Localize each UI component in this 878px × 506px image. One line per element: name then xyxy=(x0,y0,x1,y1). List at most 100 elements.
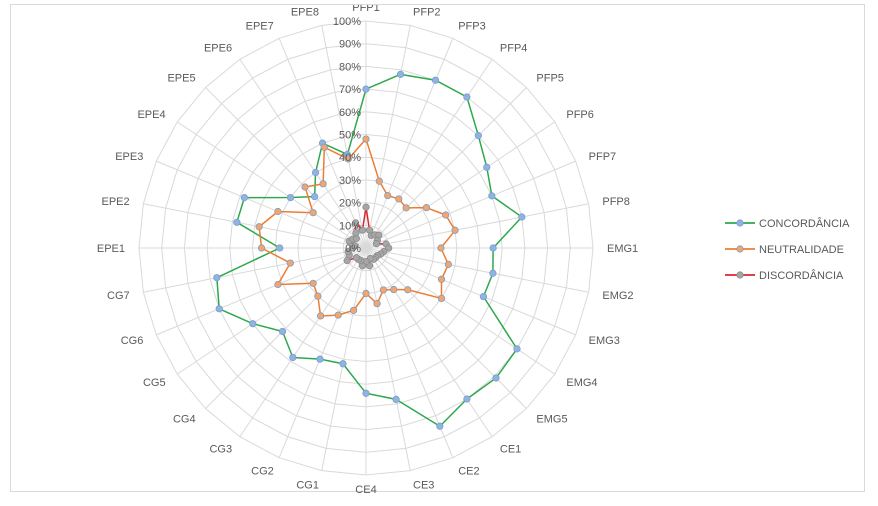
grid-spoke xyxy=(143,203,367,249)
data-point xyxy=(463,93,471,101)
data-point xyxy=(320,143,328,151)
category-label: CG4 xyxy=(173,413,196,425)
category-labels: PFP1 PFP2 PFP3 PFP4 PFP5 PFP6 PFP7 PFP8 EMG1 EMG2… xyxy=(97,5,638,493)
data-point xyxy=(309,279,317,287)
data-point xyxy=(392,395,400,403)
grid-spoke xyxy=(365,160,576,249)
category-label: PFP5 xyxy=(536,73,564,85)
category-label: EMG5 xyxy=(536,413,567,425)
grid-spoke xyxy=(365,247,527,409)
data-point xyxy=(309,209,317,217)
data-point xyxy=(316,312,325,320)
legend-item: CONCORDÂNCIA xyxy=(725,217,850,230)
category-label: EMG3 xyxy=(589,335,620,347)
category-label: CG2 xyxy=(251,466,274,478)
category-label: EMG4 xyxy=(566,377,597,389)
data-point xyxy=(301,183,309,191)
category-label: EPE6 xyxy=(204,43,232,55)
category-label: EPE3 xyxy=(115,151,143,163)
category-label: CE4 xyxy=(355,484,376,493)
category-label: PFP4 xyxy=(500,43,528,55)
legend-label: NEUTRALIDADE xyxy=(759,244,844,256)
category-label: CG5 xyxy=(143,377,166,389)
grid-spoke xyxy=(365,247,589,293)
data-point xyxy=(257,244,266,252)
category-label: EMG1 xyxy=(607,243,638,255)
category-label: PFP8 xyxy=(602,196,630,208)
data-point xyxy=(437,244,445,252)
category-label: EPE8 xyxy=(291,7,319,19)
radar-series xyxy=(213,70,526,430)
data-point xyxy=(358,226,367,234)
grid-spoke xyxy=(321,25,367,249)
data-point xyxy=(402,204,410,212)
data-point xyxy=(442,211,450,219)
data-point xyxy=(362,289,370,297)
data-point xyxy=(362,389,370,397)
category-label: CG6 xyxy=(121,335,144,347)
data-point xyxy=(213,274,221,282)
category-label: EPE5 xyxy=(167,73,195,85)
data-point xyxy=(390,285,398,294)
data-point xyxy=(311,193,319,201)
grid-spoke xyxy=(239,58,367,249)
category-label: CG1 xyxy=(296,479,319,491)
series-neutralidade xyxy=(255,135,459,320)
data-point xyxy=(339,360,347,368)
data-point xyxy=(436,422,444,430)
data-point xyxy=(249,320,257,328)
data-point xyxy=(352,229,360,237)
grid-spoke xyxy=(205,247,367,409)
data-point xyxy=(518,213,526,221)
grid-spoke xyxy=(239,247,367,438)
data-point xyxy=(375,177,383,185)
data-point xyxy=(351,219,360,227)
data-point xyxy=(395,195,403,203)
grid-spoke xyxy=(176,247,367,375)
radial-tick-label: 40% xyxy=(339,152,361,164)
radial-tick-label: 20% xyxy=(339,198,361,210)
data-point xyxy=(513,345,521,353)
category-label: EPE7 xyxy=(246,20,274,32)
category-label: PFP7 xyxy=(589,151,617,163)
data-point xyxy=(451,226,459,234)
data-point xyxy=(372,240,381,248)
category-label: CE1 xyxy=(500,443,521,455)
category-label: PFP1 xyxy=(352,5,380,14)
radial-tick-labels: 0% 10% 20% 30% 40% 50% 60% 70% 80% 90% 100% xyxy=(333,16,361,255)
grid-spoke xyxy=(278,247,367,458)
legend-swatch-marker xyxy=(736,271,744,279)
data-point xyxy=(492,374,500,382)
chart-frame: 0% 10% 20% 30% 40% 50% 60% 70% 80% 90% 100% PFP1 PF… xyxy=(10,4,865,493)
data-point xyxy=(274,280,282,289)
category-label: EPE1 xyxy=(97,243,125,255)
radial-tick-label: 60% xyxy=(339,107,361,119)
grid-spoke xyxy=(365,58,493,249)
data-point xyxy=(286,259,294,267)
legend: CONCORDÂNCIA NEUTRALIDADE DISCORDÂNCIA xyxy=(725,217,850,282)
grid-spoke xyxy=(205,87,367,249)
data-point xyxy=(422,204,430,212)
grid-spoke xyxy=(365,87,527,249)
grid-spoke xyxy=(365,247,576,336)
category-label: PFP3 xyxy=(458,20,486,32)
data-point xyxy=(479,293,488,301)
legend-item: NEUTRALIDADE xyxy=(725,244,844,256)
grid-spoke xyxy=(365,247,493,438)
data-point xyxy=(444,260,452,268)
category-label: CG7 xyxy=(107,290,130,302)
data-point xyxy=(351,242,359,250)
grid-spoke xyxy=(365,38,454,249)
radial-tick-label: 90% xyxy=(339,39,361,51)
grid-spoke xyxy=(365,247,556,375)
data-point xyxy=(431,76,440,84)
data-point xyxy=(483,163,491,171)
legend-swatch-marker xyxy=(736,219,744,227)
data-point xyxy=(289,353,297,362)
radial-tick-label: 100% xyxy=(333,16,361,28)
data-point xyxy=(488,192,496,200)
category-label: EMG2 xyxy=(602,290,633,302)
grid-spoke xyxy=(365,247,454,458)
radial-tick-label: 80% xyxy=(339,61,361,73)
radial-tick-label: 70% xyxy=(339,84,361,96)
